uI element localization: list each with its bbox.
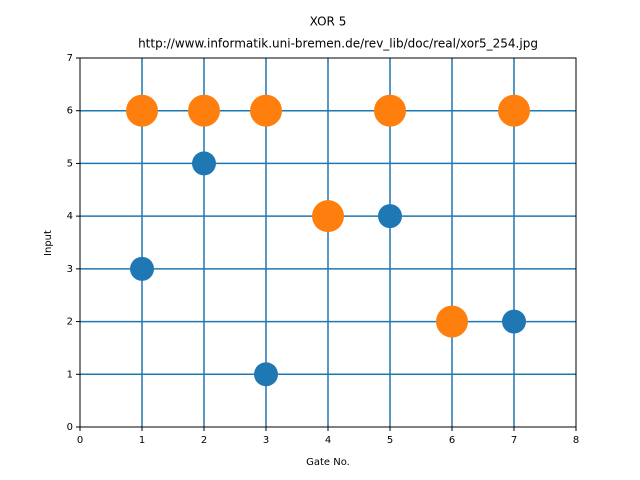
- x-tick-label: 1: [139, 435, 145, 446]
- x-tick-label: 0: [77, 435, 83, 446]
- point: [126, 94, 158, 127]
- x-tick-label: 4: [325, 435, 331, 446]
- chart-title: XOR 5: [310, 15, 347, 29]
- y-tick-label: 0: [67, 422, 73, 433]
- point: [312, 200, 344, 233]
- plot-frame: [79, 57, 577, 428]
- point: [502, 309, 526, 334]
- x-tick-label: 6: [449, 435, 455, 446]
- point: [250, 94, 282, 127]
- x-tick-label: 2: [201, 435, 207, 446]
- x-tick-label: 7: [511, 435, 517, 446]
- point: [188, 94, 220, 127]
- point: [130, 256, 154, 281]
- point: [374, 94, 406, 127]
- y-tick-label: 4: [67, 211, 73, 222]
- x-tick-label: 3: [263, 435, 269, 446]
- chart-subtitle: http://www.informatik.uni-bremen.de/rev_…: [138, 37, 538, 51]
- point: [378, 204, 402, 229]
- y-tick-label: 7: [67, 53, 73, 64]
- y-tick-label: 5: [67, 158, 73, 169]
- point: [192, 151, 216, 176]
- x-axis-label: Gate No.: [306, 457, 350, 468]
- x-tick-label: 8: [573, 435, 579, 446]
- point: [254, 362, 278, 387]
- point: [498, 94, 530, 127]
- y-tick-label: 2: [67, 317, 73, 328]
- x-tick-label: 5: [387, 435, 393, 446]
- y-axis-label: Input: [43, 230, 54, 256]
- y-tick-label: 1: [67, 369, 73, 380]
- point: [436, 305, 468, 338]
- y-tick-label: 3: [67, 264, 73, 275]
- y-tick-label: 6: [67, 106, 73, 117]
